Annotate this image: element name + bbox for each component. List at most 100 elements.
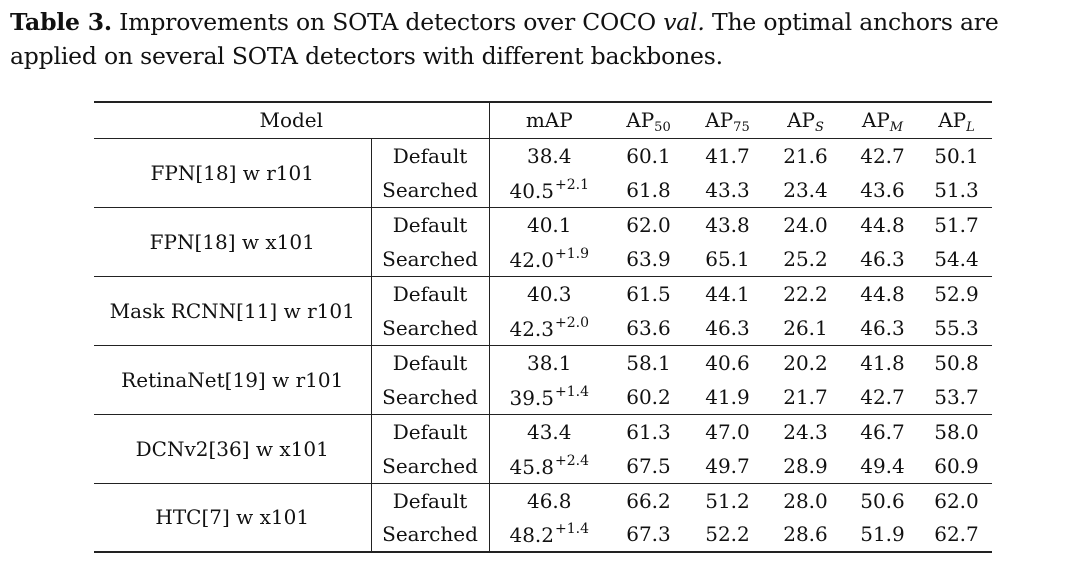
table-row: Mask RCNN[11] w r101 Default 40.3 61.5 44.1 2… bbox=[94, 276, 992, 346]
cell-apm: 44.8 bbox=[860, 281, 905, 306]
cell-ap75: 43.8 bbox=[705, 212, 750, 237]
gain-value: +2.1 bbox=[555, 176, 590, 193]
cell-map: 38.1 bbox=[526, 350, 572, 375]
cell-map-best: 45.8+2.4 bbox=[489, 448, 609, 484]
cell-ap75: 51.2 bbox=[705, 488, 750, 513]
cell-apl: 50.1 bbox=[934, 143, 979, 168]
cell-apm-best: 43.6 bbox=[844, 172, 921, 208]
cell-map-best: 42.3+2.0 bbox=[489, 310, 609, 346]
cell-apl-best: 62.7 bbox=[921, 517, 992, 553]
cell-apm: 44.8 bbox=[860, 212, 905, 237]
cell-map: 43.4 bbox=[526, 419, 572, 444]
cell-map: 46.8 bbox=[526, 488, 572, 513]
cell-ap75-best: 49.7 bbox=[688, 448, 767, 484]
table-row: Searched 40.5+2.1 61.8 43.3 23.4 43.6 51.3 bbox=[94, 172, 992, 208]
variant-searched: Searched bbox=[371, 241, 490, 277]
caption-label: Table 3. bbox=[10, 8, 112, 36]
cell-ap75: 41.7 bbox=[705, 143, 750, 168]
table-row: Searched 42.0+1.9 63.9 65.1 25.2 46.3 54.4 bbox=[94, 241, 992, 277]
model-name: RetinaNet[19] w r101 bbox=[94, 345, 372, 415]
caption-text-before: Improvements on SOTA detectors over COCO bbox=[119, 8, 656, 36]
header-aps: APS bbox=[767, 101, 844, 139]
cell-ap75-best: 65.1 bbox=[688, 241, 767, 277]
table-row: Searched 39.5+1.4 60.2 41.9 21.7 42.7 53.7 bbox=[94, 379, 992, 415]
cell-aps: 28.0 bbox=[783, 488, 828, 513]
cell-apm-best: 46.3 bbox=[844, 241, 921, 277]
variant-searched: Searched bbox=[371, 517, 490, 553]
variant-default: Default bbox=[371, 207, 490, 242]
cell-ap75-best: 46.3 bbox=[688, 310, 767, 346]
table-row: Searched 48.2+1.4 67.3 52.2 28.6 51.9 62.7 bbox=[94, 517, 992, 553]
cell-aps-best: 28.9 bbox=[767, 448, 844, 484]
cell-ap75: 47.0 bbox=[705, 419, 750, 444]
cell-map-best: 39.5+1.4 bbox=[489, 379, 609, 415]
cell-ap50-best: 61.8 bbox=[609, 172, 688, 208]
header-model: Model bbox=[94, 101, 490, 139]
model-name: FPN[18] w r101 bbox=[94, 138, 372, 208]
cell-apm-best: 51.9 bbox=[844, 517, 921, 553]
cell-map-best: 48.2+1.4 bbox=[489, 517, 609, 553]
cell-apl: 50.8 bbox=[934, 350, 979, 375]
cell-apm-best: 49.4 bbox=[844, 448, 921, 484]
cell-aps-best: 23.4 bbox=[767, 172, 844, 208]
gain-value: +2.0 bbox=[555, 314, 590, 331]
results-table: Model mAP AP50 AP75 APS APM APL FPN[18] … bbox=[94, 101, 992, 553]
gain-value: +1.9 bbox=[555, 245, 590, 262]
cell-aps-best: 28.6 bbox=[767, 517, 844, 553]
header-ap50: AP50 bbox=[609, 101, 688, 139]
cell-aps-best: 21.7 bbox=[767, 379, 844, 415]
cell-ap75-best: 43.3 bbox=[688, 172, 767, 208]
table-caption: Table 3. Improvements on SOTA detectors … bbox=[10, 5, 1076, 73]
cell-ap50-best: 67.5 bbox=[609, 448, 688, 484]
cell-aps: 21.6 bbox=[783, 143, 828, 168]
cell-map: 40.3 bbox=[526, 281, 572, 306]
table-row: DCNv2[36] w x101 Default 43.4 61.3 47.0 24.3 4… bbox=[94, 414, 992, 484]
variant-searched: Searched bbox=[371, 379, 490, 415]
cell-apl-best: 54.4 bbox=[921, 241, 992, 277]
variant-default: Default bbox=[371, 345, 490, 380]
cell-apl-best: 53.7 bbox=[921, 379, 992, 415]
cell-ap75-best: 41.9 bbox=[688, 379, 767, 415]
table-row: FPN[18] w r101 Default 38.4 60.1 41.7 21.6 42.… bbox=[94, 138, 992, 208]
cell-apl: 51.7 bbox=[934, 212, 979, 237]
cell-map: 40.1 bbox=[526, 212, 572, 237]
gain-value: +1.4 bbox=[555, 383, 590, 400]
variant-searched: Searched bbox=[371, 448, 490, 484]
model-name: Mask RCNN[11] w r101 bbox=[94, 276, 372, 346]
cell-apm: 50.6 bbox=[860, 488, 905, 513]
gain-value: +2.4 bbox=[555, 452, 590, 469]
cell-apm: 41.8 bbox=[860, 350, 905, 375]
cell-apl-best: 55.3 bbox=[921, 310, 992, 346]
model-name: FPN[18] w x101 bbox=[94, 207, 372, 277]
cell-aps: 20.2 bbox=[783, 350, 828, 375]
table-row: RetinaNet[19] w r101 Default 38.1 58.1 40.6 2… bbox=[94, 345, 992, 415]
variant-searched: Searched bbox=[371, 310, 490, 346]
variant-default: Default bbox=[371, 414, 490, 449]
cell-apm-best: 42.7 bbox=[844, 379, 921, 415]
cell-ap50: 58.1 bbox=[626, 350, 671, 375]
cell-apm: 46.7 bbox=[860, 419, 905, 444]
cell-aps-best: 25.2 bbox=[767, 241, 844, 277]
cell-ap50: 61.5 bbox=[626, 281, 671, 306]
cell-aps: 22.2 bbox=[783, 281, 828, 306]
caption-italic: val. bbox=[663, 8, 705, 36]
cell-apl-best: 51.3 bbox=[921, 172, 992, 208]
header-row: Model mAP AP50 AP75 APS APM APL bbox=[94, 101, 992, 139]
variant-default: Default bbox=[371, 276, 490, 311]
cell-ap75-best: 52.2 bbox=[688, 517, 767, 553]
cell-map-best: 40.5+2.1 bbox=[489, 172, 609, 208]
cell-ap50-best: 63.9 bbox=[609, 241, 688, 277]
cell-ap75: 40.6 bbox=[705, 350, 750, 375]
cell-apl: 58.0 bbox=[934, 419, 979, 444]
cell-map: 38.4 bbox=[526, 143, 572, 168]
table-row: HTC[7] w x101 Default 46.8 66.2 51.2 28.0 50.6… bbox=[94, 483, 992, 553]
caption-text-after: The optimal anchors are applied on sever… bbox=[10, 8, 999, 70]
header-map: mAP bbox=[489, 101, 609, 139]
cell-ap50: 66.2 bbox=[626, 488, 671, 513]
table-row: Searched 42.3+2.0 63.6 46.3 26.1 46.3 55.3 bbox=[94, 310, 992, 346]
cell-aps: 24.3 bbox=[783, 419, 828, 444]
cell-aps-best: 26.1 bbox=[767, 310, 844, 346]
header-ap75: AP75 bbox=[688, 101, 767, 139]
variant-searched: Searched bbox=[371, 172, 490, 208]
gain-value: +1.4 bbox=[555, 521, 590, 538]
